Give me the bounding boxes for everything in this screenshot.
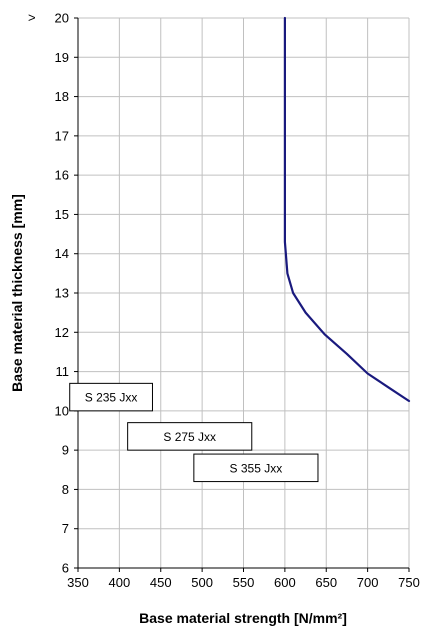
y-tick-label: 8 (62, 482, 69, 497)
x-tick-label: 350 (67, 575, 89, 590)
annotation-label: S 235 Jxx (85, 391, 138, 405)
y-tick-label: 10 (55, 403, 69, 418)
series-line (283, 16, 411, 403)
x-tick-label: 600 (274, 575, 296, 590)
x-tick-label: 750 (398, 575, 420, 590)
y-tick-label: 11 (56, 364, 70, 379)
y-tick-label: 18 (55, 89, 69, 104)
y-tick-label: 9 (62, 443, 69, 458)
series (283, 16, 411, 403)
annotation-box (127, 422, 253, 451)
y-tick-label: 6 (62, 561, 69, 576)
annotation-label: S 275 Jxx (163, 430, 216, 444)
x-tick-label: 400 (109, 575, 131, 590)
annotation-label: S 355 Jxx (230, 461, 283, 475)
y-tick-label: 13 (55, 286, 69, 301)
annotation-box (69, 382, 153, 412)
y-tick-label: 7 (62, 521, 69, 536)
y-tick-label: 16 (55, 168, 69, 183)
x-tick-label: 450 (150, 575, 172, 590)
y-tick-label: 15 (55, 207, 69, 222)
y-axis-title: Base material thickness [mm] (9, 194, 25, 392)
x-tick-label: 550 (233, 575, 255, 590)
x-tick-label: 650 (315, 575, 337, 590)
y-tick-label: 19 (55, 50, 69, 65)
y-tick-label: 12 (55, 325, 69, 340)
y-tick-label: 20 (55, 11, 69, 26)
tick-labels: 350 400 450 500 550 600 650 700 750 6 7 8 9 10 11 12 13 1… (28, 10, 420, 590)
x-tick-label: 500 (191, 575, 213, 590)
x-tick-label: 700 (357, 575, 379, 590)
annotation-box (193, 453, 319, 483)
annotations: S 235 Jxx S 275 Jxx S 355 Jxx (69, 382, 319, 483)
y-tick-prefix: > (28, 10, 36, 25)
x-axis-title: Base material strength [N/mm²] (139, 610, 347, 626)
y-tick-label: 17 (55, 128, 69, 143)
y-tick-label: 14 (55, 246, 69, 261)
axes (74, 17, 410, 572)
